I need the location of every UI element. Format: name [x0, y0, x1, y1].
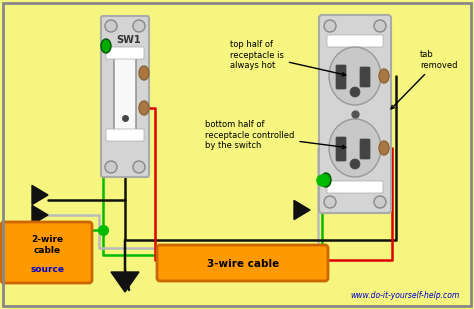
Ellipse shape: [133, 161, 145, 173]
Ellipse shape: [101, 39, 111, 53]
Ellipse shape: [139, 66, 149, 80]
Ellipse shape: [139, 101, 149, 115]
FancyBboxPatch shape: [114, 56, 136, 140]
FancyBboxPatch shape: [336, 65, 346, 89]
Text: SW1: SW1: [117, 35, 141, 45]
FancyBboxPatch shape: [360, 139, 370, 159]
Text: bottom half of
receptacle controlled
by the switch: bottom half of receptacle controlled by …: [205, 120, 346, 150]
Ellipse shape: [105, 20, 117, 32]
FancyBboxPatch shape: [327, 35, 383, 47]
Text: 2-wire
cable: 2-wire cable: [31, 235, 63, 255]
FancyBboxPatch shape: [106, 129, 144, 141]
Ellipse shape: [379, 141, 389, 155]
FancyBboxPatch shape: [101, 16, 149, 177]
Text: top half of
receptacle is
always hot: top half of receptacle is always hot: [230, 40, 346, 76]
FancyBboxPatch shape: [319, 15, 391, 213]
Ellipse shape: [324, 196, 336, 208]
Ellipse shape: [374, 196, 386, 208]
Text: www.do-it-yourself-help.com: www.do-it-yourself-help.com: [351, 291, 460, 300]
Ellipse shape: [321, 173, 331, 187]
Polygon shape: [294, 201, 310, 220]
Ellipse shape: [324, 20, 336, 32]
FancyBboxPatch shape: [1, 222, 92, 283]
Text: 3-wire cable: 3-wire cable: [207, 259, 279, 269]
Polygon shape: [32, 205, 48, 225]
Text: tab
removed: tab removed: [391, 50, 457, 109]
Text: source: source: [30, 265, 64, 274]
FancyBboxPatch shape: [327, 181, 383, 193]
FancyBboxPatch shape: [336, 137, 346, 161]
FancyBboxPatch shape: [157, 245, 328, 281]
Ellipse shape: [133, 20, 145, 32]
Ellipse shape: [350, 87, 360, 97]
Ellipse shape: [105, 161, 117, 173]
Polygon shape: [111, 272, 139, 292]
Ellipse shape: [374, 20, 386, 32]
Polygon shape: [32, 185, 48, 205]
Ellipse shape: [329, 119, 381, 177]
Ellipse shape: [350, 159, 360, 169]
Ellipse shape: [329, 47, 381, 105]
Ellipse shape: [379, 69, 389, 83]
FancyBboxPatch shape: [360, 67, 370, 87]
FancyBboxPatch shape: [106, 47, 144, 59]
